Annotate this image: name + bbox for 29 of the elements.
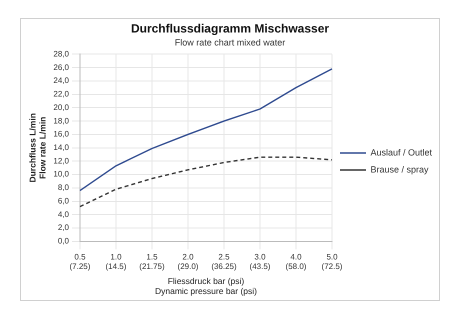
x-tick-label: 1.0 (14.5) — [106, 252, 127, 272]
y-tick-label: 6,0 — [58, 196, 70, 206]
y-axis-title: Durchfluss L/min Flow rate L/min — [27, 113, 48, 183]
y-tick-label: 28,0 — [53, 49, 70, 58]
y-tick-label: 18,0 — [53, 116, 70, 126]
x-tick-label: 0.5 (7.25) — [70, 252, 91, 272]
y-tick-label: 10,0 — [53, 170, 70, 179]
y-tick-label: 0,0 — [58, 236, 70, 246]
chart-subtitle: Flow rate chart mixed water — [174, 37, 286, 48]
x-tick-label: 3.0 (43.5) — [250, 252, 271, 272]
x-tick-label: 4.0 (58.0) — [286, 252, 307, 272]
y-tick-label: 24,0 — [53, 76, 70, 86]
legend-label: Brause / spray — [370, 164, 430, 174]
y-tick-label: 20,0 — [53, 102, 70, 112]
legend-label: Auslauf / Outlet — [370, 147, 433, 158]
y-tick-label: 4,0 — [58, 210, 70, 219]
x-axis-title: Fliessdruck bar (psi) Dynamic pressure bar (psi) — [154, 276, 258, 296]
y-tick-label: 14,0 — [53, 143, 70, 152]
x-tick-label: 2.0 (29.0) — [178, 252, 199, 272]
y-tick-label: 26,0 — [53, 62, 70, 72]
y-tick-label: 8,0 — [58, 183, 70, 192]
x-tick-label: 2.5 (36.25) — [211, 252, 237, 272]
chart-title: Durchflussdiagramm Mischwasser — [130, 22, 330, 36]
y-tick-label: 2,0 — [58, 223, 70, 232]
x-tick-label: 1.5 (21.75) — [139, 252, 165, 272]
y-tick-label: 22,0 — [53, 90, 70, 99]
y-tick-label: 16,0 — [53, 130, 70, 139]
x-tick-label: 5.0 (72.5) — [322, 252, 343, 272]
y-tick-label: 12,0 — [53, 156, 70, 166]
